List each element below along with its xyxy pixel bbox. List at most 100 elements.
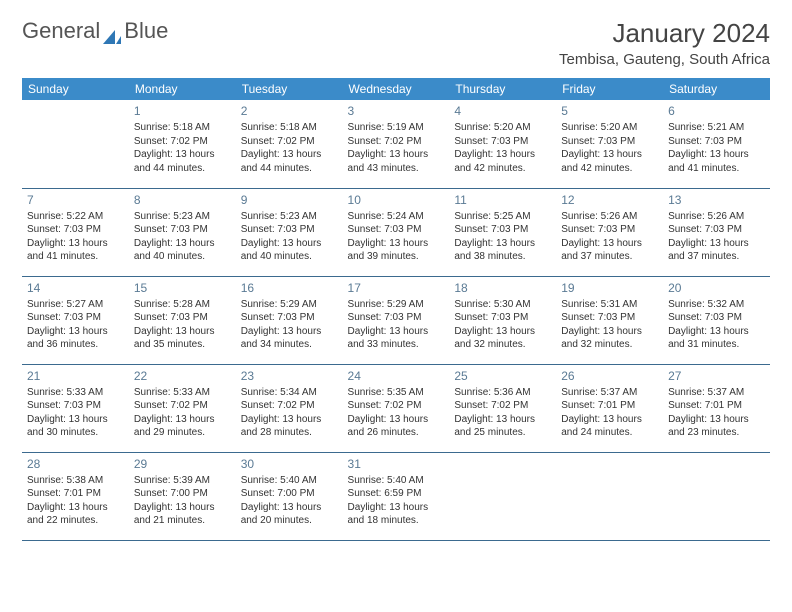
sunset-line: Sunset: 7:03 PM [668, 311, 765, 325]
calendar-day-cell [556, 452, 663, 540]
day-number: 3 [348, 103, 445, 119]
daylight-line: Daylight: 13 hours and 41 minutes. [27, 237, 124, 264]
calendar-day-cell: 16Sunrise: 5:29 AMSunset: 7:03 PMDayligh… [236, 276, 343, 364]
calendar-day-cell: 27Sunrise: 5:37 AMSunset: 7:01 PMDayligh… [663, 364, 770, 452]
calendar-week-row: 14Sunrise: 5:27 AMSunset: 7:03 PMDayligh… [22, 276, 770, 364]
sunrise-line: Sunrise: 5:31 AM [561, 298, 658, 312]
calendar-day-cell: 7Sunrise: 5:22 AMSunset: 7:03 PMDaylight… [22, 188, 129, 276]
daylight-line: Daylight: 13 hours and 41 minutes. [668, 148, 765, 175]
calendar-day-cell: 21Sunrise: 5:33 AMSunset: 7:03 PMDayligh… [22, 364, 129, 452]
calendar-day-cell: 15Sunrise: 5:28 AMSunset: 7:03 PMDayligh… [129, 276, 236, 364]
day-number: 4 [454, 103, 551, 119]
calendar-day-cell: 6Sunrise: 5:21 AMSunset: 7:03 PMDaylight… [663, 100, 770, 188]
sunrise-line: Sunrise: 5:33 AM [134, 386, 231, 400]
day-number: 30 [241, 456, 338, 472]
weekday-header-row: Sunday Monday Tuesday Wednesday Thursday… [22, 78, 770, 100]
calendar-day-cell: 2Sunrise: 5:18 AMSunset: 7:02 PMDaylight… [236, 100, 343, 188]
calendar-table: Sunday Monday Tuesday Wednesday Thursday… [22, 78, 770, 541]
sunset-line: Sunset: 7:03 PM [27, 399, 124, 413]
sunset-line: Sunset: 7:02 PM [241, 135, 338, 149]
day-number: 23 [241, 368, 338, 384]
daylight-line: Daylight: 13 hours and 26 minutes. [348, 413, 445, 440]
sunset-line: Sunset: 7:02 PM [241, 399, 338, 413]
calendar-day-cell [449, 452, 556, 540]
calendar-day-cell: 10Sunrise: 5:24 AMSunset: 7:03 PMDayligh… [343, 188, 450, 276]
calendar-day-cell: 19Sunrise: 5:31 AMSunset: 7:03 PMDayligh… [556, 276, 663, 364]
sunset-line: Sunset: 6:59 PM [348, 487, 445, 501]
calendar-day-cell: 22Sunrise: 5:33 AMSunset: 7:02 PMDayligh… [129, 364, 236, 452]
day-number: 8 [134, 192, 231, 208]
sunset-line: Sunset: 7:03 PM [134, 223, 231, 237]
calendar-day-cell: 14Sunrise: 5:27 AMSunset: 7:03 PMDayligh… [22, 276, 129, 364]
day-number: 12 [561, 192, 658, 208]
sunset-line: Sunset: 7:03 PM [134, 311, 231, 325]
calendar-day-cell: 12Sunrise: 5:26 AMSunset: 7:03 PMDayligh… [556, 188, 663, 276]
sunset-line: Sunset: 7:02 PM [348, 399, 445, 413]
weekday-header: Friday [556, 78, 663, 100]
day-number: 11 [454, 192, 551, 208]
calendar-day-cell [663, 452, 770, 540]
daylight-line: Daylight: 13 hours and 18 minutes. [348, 501, 445, 528]
calendar-day-cell: 31Sunrise: 5:40 AMSunset: 6:59 PMDayligh… [343, 452, 450, 540]
day-number: 24 [348, 368, 445, 384]
daylight-line: Daylight: 13 hours and 40 minutes. [241, 237, 338, 264]
daylight-line: Daylight: 13 hours and 37 minutes. [561, 237, 658, 264]
sunrise-line: Sunrise: 5:26 AM [561, 210, 658, 224]
calendar-day-cell: 25Sunrise: 5:36 AMSunset: 7:02 PMDayligh… [449, 364, 556, 452]
sunrise-line: Sunrise: 5:20 AM [454, 121, 551, 135]
calendar-day-cell: 29Sunrise: 5:39 AMSunset: 7:00 PMDayligh… [129, 452, 236, 540]
day-number: 2 [241, 103, 338, 119]
day-number: 13 [668, 192, 765, 208]
day-number: 25 [454, 368, 551, 384]
day-number: 6 [668, 103, 765, 119]
day-number: 9 [241, 192, 338, 208]
calendar-week-row: 28Sunrise: 5:38 AMSunset: 7:01 PMDayligh… [22, 452, 770, 540]
day-number: 26 [561, 368, 658, 384]
daylight-line: Daylight: 13 hours and 31 minutes. [668, 325, 765, 352]
sunrise-line: Sunrise: 5:40 AM [241, 474, 338, 488]
calendar-day-cell: 11Sunrise: 5:25 AMSunset: 7:03 PMDayligh… [449, 188, 556, 276]
day-number: 31 [348, 456, 445, 472]
logo-text-2: Blue [124, 18, 168, 44]
daylight-line: Daylight: 13 hours and 40 minutes. [134, 237, 231, 264]
daylight-line: Daylight: 13 hours and 30 minutes. [27, 413, 124, 440]
sunset-line: Sunset: 7:03 PM [454, 135, 551, 149]
daylight-line: Daylight: 13 hours and 36 minutes. [27, 325, 124, 352]
sunset-line: Sunset: 7:00 PM [134, 487, 231, 501]
calendar-week-row: 7Sunrise: 5:22 AMSunset: 7:03 PMDaylight… [22, 188, 770, 276]
daylight-line: Daylight: 13 hours and 37 minutes. [668, 237, 765, 264]
sunrise-line: Sunrise: 5:23 AM [134, 210, 231, 224]
logo-text-1: General [22, 18, 100, 44]
sunrise-line: Sunrise: 5:27 AM [27, 298, 124, 312]
calendar-day-cell: 26Sunrise: 5:37 AMSunset: 7:01 PMDayligh… [556, 364, 663, 452]
calendar-day-cell: 30Sunrise: 5:40 AMSunset: 7:00 PMDayligh… [236, 452, 343, 540]
sunrise-line: Sunrise: 5:37 AM [668, 386, 765, 400]
daylight-line: Daylight: 13 hours and 32 minutes. [561, 325, 658, 352]
sunrise-line: Sunrise: 5:39 AM [134, 474, 231, 488]
sunset-line: Sunset: 7:03 PM [27, 223, 124, 237]
sunrise-line: Sunrise: 5:35 AM [348, 386, 445, 400]
sunset-line: Sunset: 7:01 PM [27, 487, 124, 501]
sunrise-line: Sunrise: 5:26 AM [668, 210, 765, 224]
day-number: 5 [561, 103, 658, 119]
sunset-line: Sunset: 7:03 PM [668, 223, 765, 237]
daylight-line: Daylight: 13 hours and 34 minutes. [241, 325, 338, 352]
weekday-header: Wednesday [343, 78, 450, 100]
day-number: 10 [348, 192, 445, 208]
sunset-line: Sunset: 7:02 PM [454, 399, 551, 413]
day-number: 19 [561, 280, 658, 296]
day-number: 15 [134, 280, 231, 296]
sunset-line: Sunset: 7:03 PM [454, 311, 551, 325]
calendar-day-cell [22, 100, 129, 188]
calendar-week-row: 21Sunrise: 5:33 AMSunset: 7:03 PMDayligh… [22, 364, 770, 452]
sunset-line: Sunset: 7:03 PM [348, 311, 445, 325]
day-number: 7 [27, 192, 124, 208]
weekday-header: Saturday [663, 78, 770, 100]
day-number: 18 [454, 280, 551, 296]
sunrise-line: Sunrise: 5:18 AM [134, 121, 231, 135]
sunrise-line: Sunrise: 5:29 AM [348, 298, 445, 312]
day-number: 14 [27, 280, 124, 296]
calendar-day-cell: 8 Sunrise: 5:23 AMSunset: 7:03 PMDaylight… [129, 188, 236, 276]
daylight-line: Daylight: 13 hours and 21 minutes. [134, 501, 231, 528]
sunset-line: Sunset: 7:02 PM [134, 135, 231, 149]
